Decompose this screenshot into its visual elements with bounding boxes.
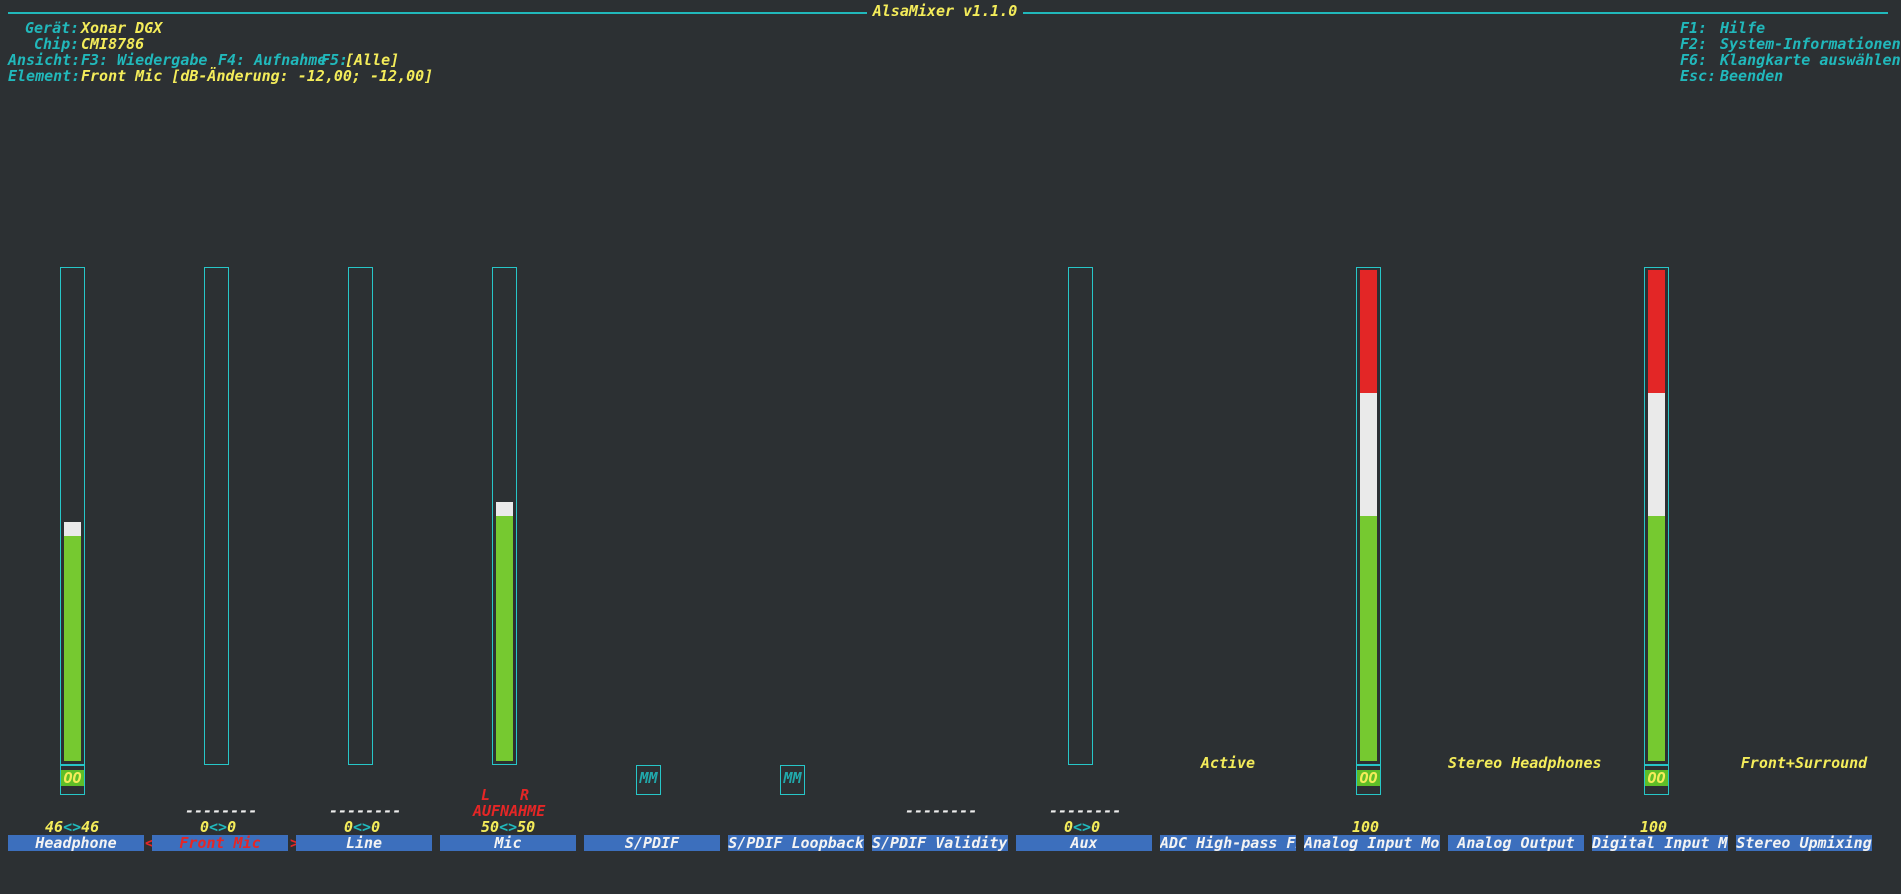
volume-bar-mic[interactable] xyxy=(492,267,517,765)
volume-fill-white xyxy=(1360,393,1377,516)
volume-fill-digital-input-monitor xyxy=(1648,516,1665,761)
channel-label-aux[interactable]: Aux xyxy=(1016,835,1152,851)
volume-fill-cap xyxy=(64,522,81,536)
volume-bar-analog-input-monitor[interactable] xyxy=(1356,267,1381,765)
chip-label: Chip: xyxy=(34,35,80,53)
help-esc-key: Esc: xyxy=(1680,67,1717,85)
value-digital-input-monitor: 100 xyxy=(1640,818,1668,836)
channel-label-mic[interactable]: Mic xyxy=(440,835,576,851)
mute-toggle-analog-input-monitor[interactable]: OO xyxy=(1356,765,1381,795)
volume-bar-front-mic[interactable] xyxy=(204,267,229,765)
channel-label-adc-highpass[interactable]: ADC High-pass Fil xyxy=(1160,835,1296,851)
selection-marker-right: > xyxy=(290,834,300,852)
device-value: Xonar DGX xyxy=(81,19,163,37)
channel-label-analog-input-monitor[interactable]: Analog Input Moni xyxy=(1304,835,1440,851)
capture-aux[interactable]: -------- xyxy=(1049,802,1122,820)
volume-fill-analog-input-monitor xyxy=(1360,516,1377,761)
window-title: AlsaMixer v1.1.0 xyxy=(0,2,1890,20)
volume-fill-headphone xyxy=(64,536,81,761)
help-f6-text[interactable]: Klangkarte auswählen xyxy=(1720,51,1901,69)
element-value: Front Mic [dB-Änderung: -12,00; -12,00] xyxy=(81,67,434,85)
view-playback[interactable]: F3: Wiedergabe xyxy=(81,51,208,69)
channel-label-spdif-loopback[interactable]: S/PDIF Loopback xyxy=(728,835,864,851)
view-capture[interactable]: F4: Aufnahme xyxy=(218,51,327,69)
chip-value: CMI8786 xyxy=(81,35,145,53)
mute-toggle-spdif-loopback[interactable]: MM xyxy=(780,765,805,795)
volume-fill-mic xyxy=(496,516,513,761)
volume-fill-cap xyxy=(496,502,513,516)
help-f6-key: F6: xyxy=(1680,51,1708,69)
help-esc-text[interactable]: Beenden xyxy=(1720,67,1784,85)
capture-left-mic: L xyxy=(481,786,491,804)
value-line: 0<>0 xyxy=(344,818,381,836)
selection-marker-left: < xyxy=(145,834,155,852)
help-f2-text[interactable]: System-Informationen xyxy=(1720,35,1901,53)
capture-line[interactable]: -------- xyxy=(329,802,402,820)
value-mic: 50<>50 xyxy=(481,818,536,836)
volume-fill-red xyxy=(1360,270,1377,393)
volume-bar-aux[interactable] xyxy=(1068,267,1093,765)
view-all[interactable]: [Alle] xyxy=(345,51,400,69)
mute-toggle-spdif[interactable]: MM xyxy=(636,765,661,795)
mute-toggle-headphone[interactable]: OO xyxy=(60,765,85,795)
volume-fill-red xyxy=(1648,270,1665,393)
volume-bar-digital-input-monitor[interactable] xyxy=(1644,267,1669,765)
volume-fill-white xyxy=(1648,393,1665,516)
element-label: Element: xyxy=(8,67,81,85)
channel-label-digital-input-monitor[interactable]: Digital Input Mon xyxy=(1592,835,1728,851)
capture-spdif-validity[interactable]: -------- xyxy=(905,802,978,820)
help-f1-text[interactable]: Hilfe xyxy=(1720,19,1766,37)
volume-bar-headphone[interactable] xyxy=(60,267,85,765)
channel-label-spdif[interactable]: S/PDIF xyxy=(584,835,720,851)
value-front-mic: 0<>0 xyxy=(200,818,237,836)
capture-mic[interactable]: AUFNAHME xyxy=(473,802,546,820)
capture-right-mic: R xyxy=(520,786,530,804)
channel-label-front-mic[interactable]: Front Mic xyxy=(152,835,288,851)
volume-bar-line[interactable] xyxy=(348,267,373,765)
help-f2-key: F2: xyxy=(1680,35,1708,53)
channel-label-stereo-upmixing[interactable]: Stereo Upmixing xyxy=(1736,835,1872,851)
channel-label-spdif-validity[interactable]: S/PDIF Validity C xyxy=(872,835,1008,851)
channel-label-analog-output[interactable]: Analog Output xyxy=(1448,835,1584,851)
view-label: Ansicht: xyxy=(8,51,81,69)
enum-value-stereo-upmixing[interactable]: Front+Surround xyxy=(1740,754,1868,772)
mute-toggle-digital-input-monitor[interactable]: OO xyxy=(1644,765,1669,795)
capture-front-mic[interactable]: -------- xyxy=(185,802,258,820)
channel-label-headphone[interactable]: Headphone xyxy=(8,835,144,851)
value-analog-input-monitor: 100 xyxy=(1352,818,1380,836)
view-all-key[interactable]: F5: xyxy=(321,51,349,69)
help-f1-key: F1: xyxy=(1680,19,1708,37)
enum-value-analog-output[interactable]: Stereo Headphones xyxy=(1448,754,1602,772)
channel-label-line[interactable]: Line xyxy=(296,835,432,851)
value-aux: 0<>0 xyxy=(1064,818,1101,836)
enum-value-adc-highpass[interactable]: Active xyxy=(1200,754,1256,772)
device-label: Gerät: xyxy=(25,19,80,37)
value-headphone: 46<>46 xyxy=(45,818,100,836)
